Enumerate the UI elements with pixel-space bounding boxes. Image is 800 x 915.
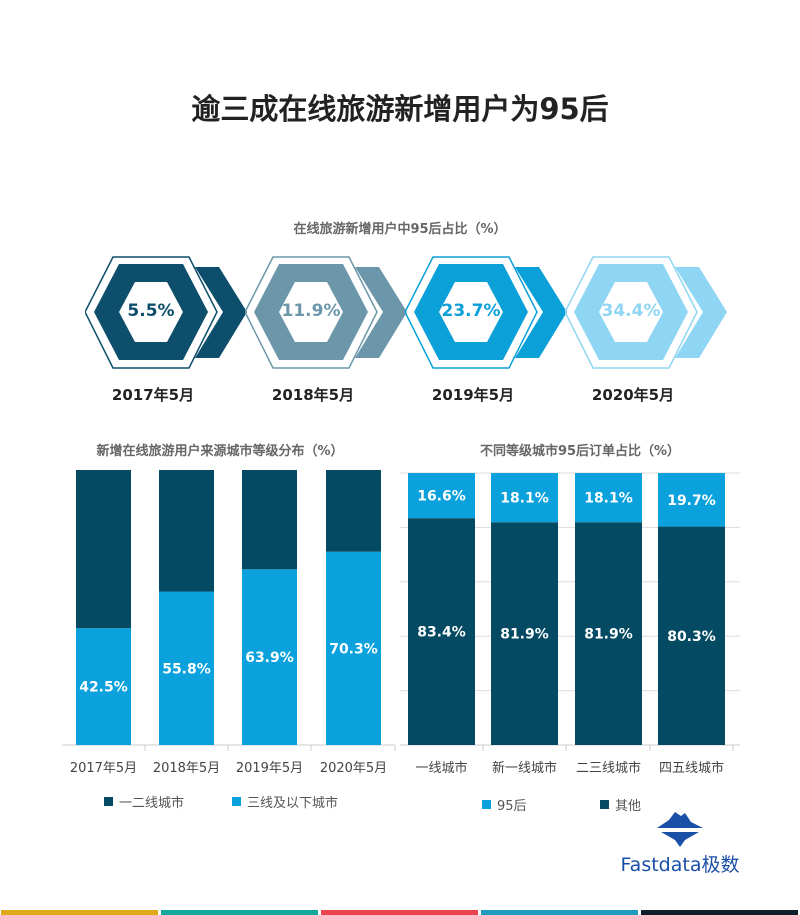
hex-date-label: 2018年5月 bbox=[271, 386, 355, 404]
x-tick-label: 2019年5月 bbox=[236, 761, 303, 776]
color-strip bbox=[641, 910, 798, 915]
bar-segment bbox=[326, 551, 381, 745]
iceberg-icon bbox=[657, 812, 703, 847]
x-tick-label: 二三线城市 bbox=[576, 760, 641, 776]
bar-segment bbox=[491, 473, 558, 523]
data-label: 16.6% bbox=[417, 489, 466, 505]
charts-svg: 42.5% 2017年5月 55.8% 2018年5月 63.9% 2019年5月 70.3… bbox=[62, 470, 740, 776]
hex-date-label: 2019年5月 bbox=[431, 386, 515, 404]
color-strip bbox=[321, 910, 478, 915]
data-label: 55.8% bbox=[162, 661, 211, 677]
bar-segment bbox=[159, 470, 214, 592]
hexagon-badge: 5.5% bbox=[85, 255, 265, 370]
hex-value: 34.4% bbox=[601, 301, 661, 321]
bar-segment bbox=[491, 522, 558, 745]
bar-segment bbox=[76, 470, 131, 629]
data-label: 83.4% bbox=[417, 625, 466, 641]
hexagon-badge: 11.9% bbox=[245, 255, 425, 370]
fastdata-logo: Fastdata极数 bbox=[620, 810, 740, 877]
data-label: 70.3% bbox=[329, 641, 378, 657]
hex-value: 5.5% bbox=[127, 301, 175, 321]
data-label: 81.9% bbox=[500, 627, 549, 643]
x-tick-label: 新一线城市 bbox=[492, 760, 557, 776]
data-label: 18.1% bbox=[584, 491, 633, 507]
x-tick-label: 2018年5月 bbox=[153, 761, 220, 776]
hex-date-label: 2017年5月 bbox=[111, 386, 195, 404]
legend-label: 其他 bbox=[615, 799, 642, 814]
bar-segment bbox=[242, 569, 297, 745]
chevron-arrow-icon bbox=[515, 267, 567, 358]
hexagon-badge: 23.7% bbox=[405, 255, 585, 370]
color-strip bbox=[1, 910, 158, 915]
bar-segment bbox=[242, 470, 297, 570]
legend-label: 95后 bbox=[497, 799, 527, 814]
hex-date-label: 2020年5月 bbox=[591, 386, 675, 404]
bar-segment bbox=[408, 518, 475, 745]
bar-segment bbox=[575, 473, 642, 523]
hex-value: 23.7% bbox=[441, 301, 501, 321]
logo-text: Fastdata极数 bbox=[620, 854, 740, 876]
x-tick-label: 四五线城市 bbox=[659, 760, 724, 776]
bar-segment bbox=[76, 628, 131, 745]
data-label: 19.7% bbox=[667, 493, 716, 509]
legend-item: 一二线城市 bbox=[104, 792, 184, 811]
data-label: 80.3% bbox=[667, 629, 716, 645]
legend-swatch bbox=[232, 797, 241, 806]
x-tick-label: 2017年5月 bbox=[70, 761, 137, 776]
legend-item: 95后 bbox=[482, 795, 527, 814]
legend-label: 一二线城市 bbox=[119, 796, 185, 811]
chevron-arrow-icon bbox=[195, 267, 247, 358]
bar-segment bbox=[408, 473, 475, 519]
bar-segment bbox=[159, 591, 214, 745]
color-strip bbox=[161, 910, 318, 915]
bar-segment bbox=[326, 470, 381, 552]
chevron-arrow-icon bbox=[675, 267, 727, 358]
hex-value: 11.9% bbox=[281, 301, 341, 321]
hex-section-subtitle: 在线旅游新增用户中95后占比（%） bbox=[293, 222, 507, 237]
data-label: 81.9% bbox=[584, 627, 633, 643]
legend-swatch bbox=[482, 800, 491, 809]
legend-swatch bbox=[104, 797, 113, 806]
data-label: 63.9% bbox=[245, 650, 294, 666]
color-strip bbox=[481, 910, 638, 915]
bar-segment bbox=[658, 473, 725, 527]
data-label: 18.1% bbox=[500, 491, 549, 507]
x-tick-label: 一线城市 bbox=[415, 760, 467, 776]
bar-segment bbox=[658, 526, 725, 745]
right-chart-title: 不同等级城市95后订单占比（%） bbox=[479, 444, 681, 459]
legend-swatch bbox=[600, 800, 609, 809]
data-label: 42.5% bbox=[79, 680, 128, 696]
x-tick-label: 2020年5月 bbox=[320, 761, 387, 776]
page-title: 逾三成在线旅游新增用户为95后 bbox=[191, 92, 609, 126]
chevron-arrow-icon bbox=[355, 267, 407, 358]
hexagon-badge: 34.4% bbox=[565, 255, 745, 370]
left-chart-title: 新增在线旅游用户来源城市等级分布（%） bbox=[96, 444, 344, 459]
legend-item: 其他 bbox=[600, 795, 641, 814]
bar-segment bbox=[575, 522, 642, 745]
legend-label: 三线及以下城市 bbox=[247, 796, 339, 811]
legend-item: 三线及以下城市 bbox=[232, 792, 338, 811]
